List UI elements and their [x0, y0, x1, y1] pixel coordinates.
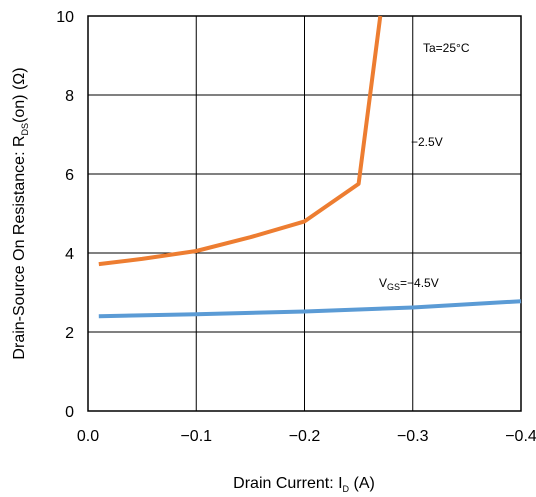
annotation-vgs-sub: GS: [387, 282, 400, 292]
y-tick-label: 2: [65, 325, 74, 342]
y-axis-label-main: Drain-Source On Resistance: R: [11, 135, 28, 359]
annotation-vgs-high: VGS=−4.5V: [379, 276, 439, 292]
x-axis-label-main: Drain Current: I: [233, 475, 342, 492]
x-tick-label: −0.3: [397, 428, 429, 445]
y-axis-label-sub: DS: [20, 123, 30, 136]
x-axis-label: Drain Current: ID (A): [233, 475, 375, 494]
grid-lines: [88, 16, 521, 411]
y-tick-label: 4: [65, 246, 74, 263]
y-axis-label-unit: (on) (Ω): [11, 67, 28, 123]
annotation-vgs-main: V: [379, 276, 387, 290]
x-axis-label-sub: D: [343, 484, 350, 494]
y-tick-label: 6: [65, 167, 74, 184]
x-tick-label: −0.2: [289, 428, 321, 445]
y-tick-label: 10: [56, 9, 74, 26]
y-axis-label: Drain-Source On Resistance: RDS(on) (Ω): [11, 67, 30, 359]
series-line-2: [98, 299, 522, 319]
x-tick-label: −0.4: [505, 428, 536, 445]
y-tick-label: 8: [65, 88, 74, 105]
annotation-temperature: Ta=25°C: [423, 41, 470, 55]
x-tick-label: 0.0: [77, 428, 99, 445]
annotation-vgs-low: −2.5V: [411, 135, 443, 149]
tick-labels: 0.0 −0.1 −0.2 −0.3 −0.4 0 2 4 6 8 10: [56, 9, 536, 445]
x-axis-label-unit: (A): [349, 475, 375, 492]
plot-frame: [87, 15, 522, 412]
series-lines: [98, 15, 522, 319]
annotation-vgs-rest: =−4.5V: [400, 276, 439, 290]
x-tick-label: −0.1: [180, 428, 212, 445]
series-line-1: [98, 15, 383, 267]
y-tick-label: 0: [65, 404, 74, 421]
